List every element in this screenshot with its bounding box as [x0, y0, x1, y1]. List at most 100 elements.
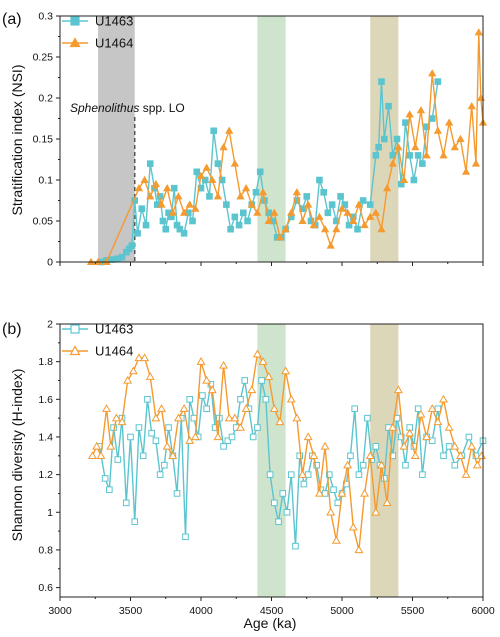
- data-point-u1463: [414, 152, 422, 159]
- data-point-u1463: [402, 119, 409, 126]
- data-point-u1463: [307, 217, 315, 225]
- y-tick-label: 0.2: [38, 93, 53, 105]
- legend-label-u1463: U1463: [95, 14, 133, 29]
- series-line-u1463: [100, 81, 439, 263]
- data-point-u1464: [236, 422, 245, 431]
- data-point-u1463: [262, 396, 270, 403]
- legend-label-u1464: U1464: [95, 344, 133, 359]
- data-point-u1464: [185, 436, 195, 444]
- data-point-u1464: [281, 366, 291, 375]
- data-point-u1463: [122, 499, 130, 507]
- data-point-u1463: [170, 184, 178, 192]
- legend-marker-u1463: [70, 324, 80, 334]
- series-line-u1464: [91, 352, 483, 551]
- data-point-u1463: [345, 221, 353, 229]
- data-point-u1463: [210, 127, 217, 135]
- data-point-u1463: [393, 135, 401, 143]
- y-tick-label: 1: [47, 507, 53, 519]
- data-point-u1464: [309, 451, 319, 459]
- data-point-u1463: [366, 201, 374, 208]
- data-point-u1464: [298, 216, 307, 224]
- data-point-u1464: [247, 200, 256, 208]
- panel-b-label: (b): [2, 321, 22, 338]
- panel-a-label: (a): [2, 11, 22, 28]
- data-point-u1464: [410, 451, 420, 459]
- data-point-u1464: [264, 216, 273, 224]
- data-point-u1464: [461, 470, 471, 478]
- data-point-u1464: [394, 142, 403, 151]
- panel-b-series: [87, 349, 487, 554]
- data-point-u1464: [236, 192, 245, 200]
- data-point-u1463: [372, 443, 380, 450]
- data-point-u1464: [213, 432, 223, 441]
- data-point-u1463: [203, 405, 210, 413]
- data-point-u1464: [287, 208, 296, 216]
- y-tick-label: 0.1: [38, 175, 53, 187]
- data-point-u1463: [326, 471, 333, 478]
- data-point-u1464: [102, 404, 111, 412]
- data-point-u1464: [354, 545, 364, 554]
- data-point-u1464: [96, 451, 106, 459]
- data-point-u1464: [292, 413, 302, 422]
- data-point-u1464: [179, 404, 189, 412]
- data-point-u1464: [416, 106, 426, 114]
- data-point-u1463: [293, 197, 301, 204]
- data-point-u1464: [230, 159, 239, 167]
- data-point-u1463: [445, 443, 453, 450]
- data-point-u1463: [134, 230, 141, 237]
- x-tick-label: 3000: [48, 605, 72, 617]
- data-point-u1463: [252, 189, 260, 196]
- data-point-u1463: [224, 437, 232, 445]
- y-tick-label: 0.3: [38, 11, 53, 23]
- y-tick-label: 1.6: [38, 394, 53, 406]
- data-point-u1464: [157, 200, 166, 208]
- panel-a-axes: 0 0.05 0.1 0.15 0.2 0.25 0.3: [33, 11, 484, 269]
- data-point-u1464: [337, 204, 347, 212]
- data-point-u1464: [371, 507, 381, 516]
- data-point-u1464: [461, 167, 471, 175]
- data-point-u1463: [328, 201, 336, 208]
- data-point-u1463: [451, 461, 459, 469]
- data-point-u1463: [303, 193, 311, 200]
- data-point-u1464: [174, 192, 183, 200]
- data-point-u1463: [127, 433, 134, 441]
- data-point-u1464: [467, 101, 476, 110]
- data-point-u1463: [364, 414, 371, 422]
- data-point-u1463: [337, 193, 344, 200]
- data-point-u1463: [320, 189, 327, 196]
- y-tick-label: 0.15: [33, 134, 54, 146]
- data-point-u1464: [286, 394, 296, 403]
- data-point-u1463: [321, 490, 329, 497]
- data-point-u1464: [456, 134, 465, 142]
- data-point-u1463: [240, 209, 247, 217]
- data-point-u1464: [213, 192, 223, 200]
- data-point-u1464: [292, 188, 301, 196]
- panel-b-y-axis-label: Shannon diversity (H-index): [9, 369, 25, 542]
- data-point-u1464: [140, 175, 149, 183]
- data-point-u1464: [111, 413, 121, 422]
- data-point-u1464: [304, 200, 313, 208]
- data-point-u1463: [316, 176, 323, 184]
- panel-a-band-0: [98, 16, 135, 262]
- data-point-u1463: [131, 518, 139, 525]
- data-point-u1463: [351, 405, 358, 413]
- data-point-u1464: [388, 159, 397, 167]
- panel-b-bands: [257, 324, 399, 597]
- panel-a-annotation: Sphenolithus spp. LO: [70, 101, 185, 115]
- x-tick-label: 5500: [401, 605, 425, 617]
- data-point-u1463: [173, 490, 181, 497]
- data-point-u1464: [416, 409, 426, 418]
- data-point-u1464: [87, 451, 97, 459]
- data-point-u1464: [388, 422, 398, 431]
- data-point-u1464: [383, 183, 392, 192]
- data-point-u1463: [228, 433, 236, 441]
- data-point-u1464: [258, 188, 268, 196]
- legend-label-u1463: U1463: [95, 322, 133, 337]
- data-point-u1464: [202, 375, 212, 384]
- data-point-u1463: [231, 213, 239, 221]
- data-point-u1464: [168, 208, 177, 216]
- data-point-u1464: [382, 498, 392, 507]
- data-point-u1464: [377, 460, 386, 469]
- data-point-u1464: [298, 470, 307, 478]
- data-point-u1464: [242, 183, 251, 192]
